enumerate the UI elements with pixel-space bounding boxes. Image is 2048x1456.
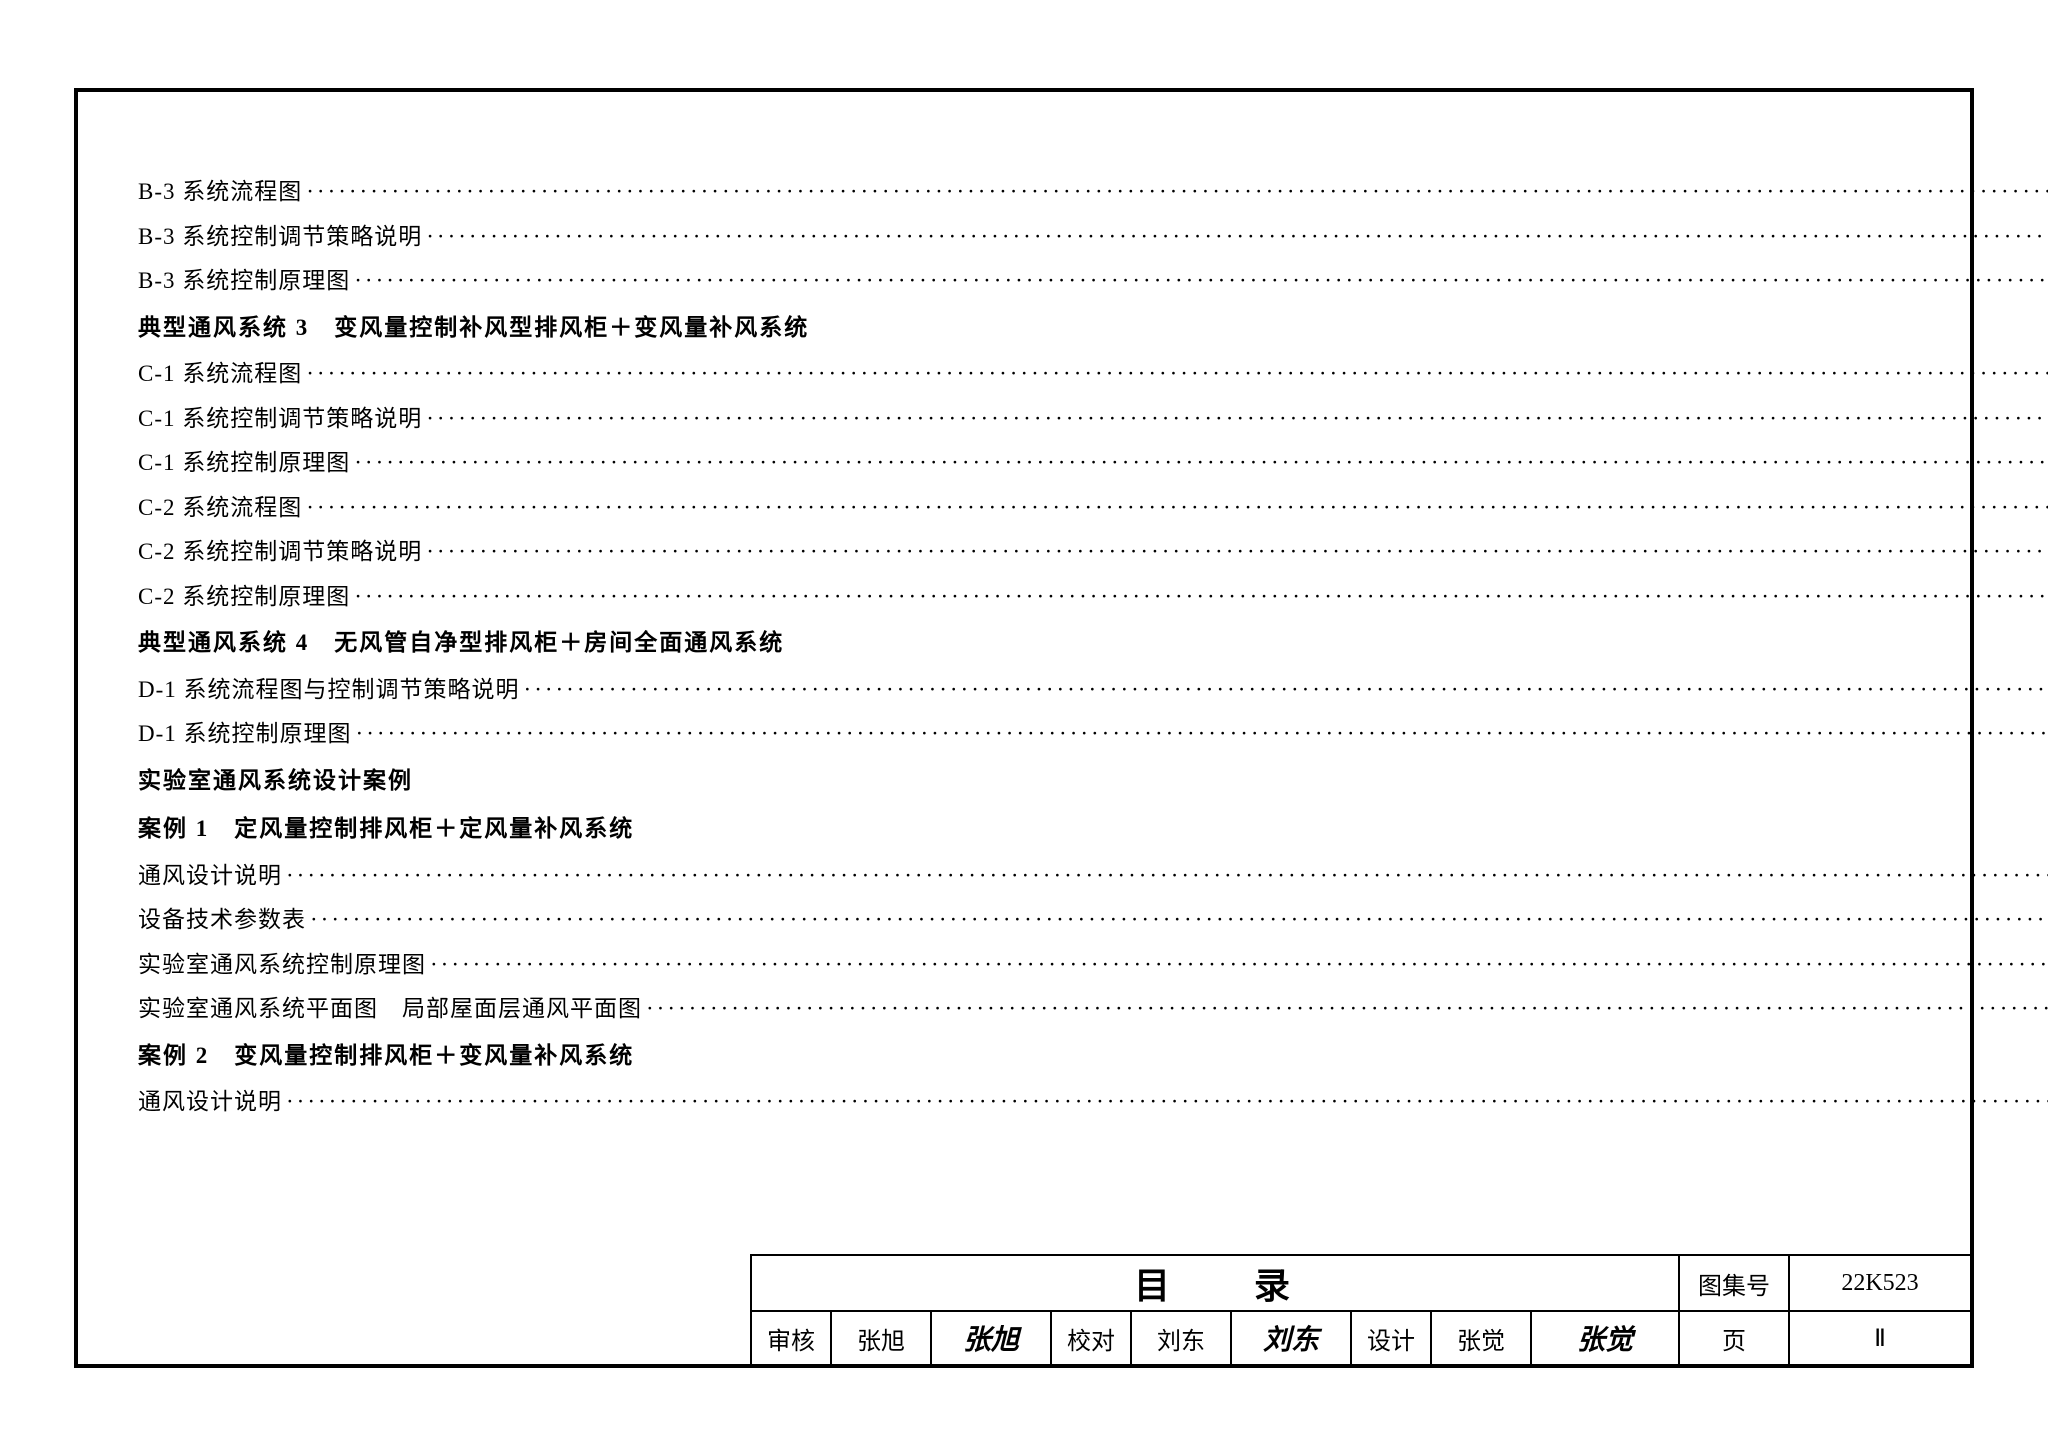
toc-entry-label: 实验室通风系统平面图 局部屋面层通风平面图 [138,989,642,1023]
toc-entry: C-2 系统控制原理图·····························… [138,577,2048,611]
toc-dot-leader: ········································… [306,179,2048,205]
toc-entry-label: C-1 系统流程图 [138,354,302,388]
toc-dot-leader: ········································… [310,907,2048,933]
toc-dot-leader: ········································… [646,996,2048,1022]
toc-entry: B-3 系统流程图·······························… [138,172,2048,206]
title-block-row-2: 审核 张旭 张旭 校对 刘东 刘东 设计 张觉 张觉 页 Ⅱ [752,1310,1970,1364]
toc-entry: 实验室通风系统控制原理图····························… [138,945,2048,979]
toc-entry-label: 实验室通风系统控制原理图 [138,945,426,979]
design-label: 设计 [1352,1312,1432,1364]
toc-entry-label: D-1 系统流程图与控制调节策略说明 [138,670,520,704]
toc-dot-leader: ········································… [354,450,2048,476]
toc-entry-label: B-3 系统流程图 [138,172,302,206]
atlas-no-label: 图集号 [1680,1256,1790,1310]
toc-dot-leader: ········································… [524,677,2048,703]
toc-entry-label: C-2 系统流程图 [138,488,302,522]
document-page: B-3 系统流程图·······························… [74,88,1974,1368]
toc-dot-leader: ········································… [426,224,2048,250]
review-label: 审核 [752,1312,832,1364]
toc-heading: 典型通风系统 3 变风量控制补风型排风柜＋变风量补风系统 [138,306,2048,344]
design-signature: 张觉 [1532,1312,1680,1364]
toc-entry-label: 通风设计说明 [138,1082,282,1116]
check-signature: 刘东 [1232,1312,1352,1364]
toc-entry-label: C-2 系统控制调节策略说明 [138,532,422,566]
toc-dot-leader: ········································… [286,1089,2048,1115]
toc-entry-label: C-1 系统控制原理图 [138,443,350,477]
toc-dot-leader: ········································… [286,863,2048,889]
toc-dot-leader: ········································… [430,952,2048,978]
toc-heading: 案例 2 变风量控制排风柜＋变风量补风系统 [138,1034,2048,1072]
check-name: 刘东 [1132,1312,1232,1364]
page-label: 页 [1680,1312,1790,1364]
toc-entry: D-1 系统控制原理图·····························… [138,714,2048,748]
toc-dot-leader: ········································… [306,361,2048,387]
page-value: Ⅱ [1790,1312,1970,1364]
toc-dot-leader: ········································… [426,406,2048,432]
toc-entry-label: C-2 系统控制原理图 [138,577,350,611]
toc-left-column: B-3 系统流程图·······························… [138,172,2048,1232]
toc-entry-label: 通风设计说明 [138,856,282,890]
toc-heading: 典型通风系统 4 无风管自净型排风柜＋房间全面通风系统 [138,621,2048,659]
toc-entry: 通风设计说明··································… [138,856,2048,890]
toc-entry: C-1 系统控制原理图·····························… [138,443,2048,477]
toc-entry: B-3 系统控制原理图·····························… [138,261,2048,295]
review-name: 张旭 [832,1312,932,1364]
toc-heading: 实验室通风系统设计案例 [138,759,2048,797]
toc-entry-label: C-1 系统控制调节策略说明 [138,399,422,433]
toc-entry: C-2 系统流程图·······························… [138,488,2048,522]
toc-entry: 实验室通风系统平面图 局部屋面层通风平面图···················… [138,989,2048,1023]
review-signature: 张旭 [932,1312,1052,1364]
toc-entry: C-1 系统控制调节策略说明··························… [138,399,2048,433]
toc-columns: B-3 系统流程图·······························… [138,172,1910,1232]
toc-dot-leader: ········································… [356,721,2048,747]
toc-heading: 案例 1 定风量控制排风柜＋定风量补风系统 [138,807,2048,845]
toc-dot-leader: ········································… [354,584,2048,610]
toc-dot-leader: ········································… [354,268,2048,294]
design-name: 张觉 [1432,1312,1532,1364]
toc-entry: C-1 系统流程图·······························… [138,354,2048,388]
toc-entry: 设备技术参数表·································… [138,900,2048,934]
toc-entry: 通风设计说明··································… [138,1082,2048,1116]
toc-entry: D-1 系统流程图与控制调节策略说明······················… [138,670,2048,704]
toc-entry-label: D-1 系统控制原理图 [138,714,352,748]
toc-entry: C-2 系统控制调节策略说明··························… [138,532,2048,566]
check-label: 校对 [1052,1312,1132,1364]
toc-entry-label: 设备技术参数表 [138,900,306,934]
toc-dot-leader: ········································… [306,495,2048,521]
toc-dot-leader: ········································… [426,539,2048,565]
toc-entry: B-3 系统控制调节策略说明··························… [138,217,2048,251]
title-block: 目 录 图集号 22K523 审核 张旭 张旭 校对 刘东 刘东 设计 张觉 张… [750,1254,1970,1364]
toc-entry-label: B-3 系统控制调节策略说明 [138,217,422,251]
toc-entry-label: B-3 系统控制原理图 [138,261,350,295]
atlas-no-value: 22K523 [1790,1256,1970,1310]
title-block-row-1: 目 录 图集号 22K523 [752,1256,1970,1310]
doc-title: 目 录 [752,1256,1680,1310]
